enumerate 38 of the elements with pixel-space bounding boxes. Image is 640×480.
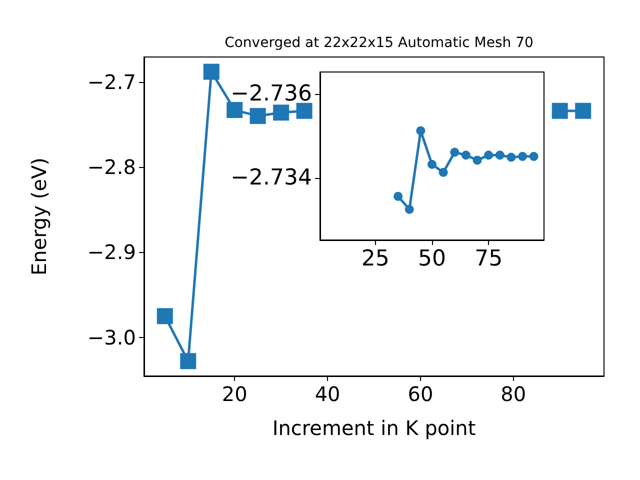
x-tick-label: 75: [474, 246, 503, 272]
x-tick-label: 40: [314, 382, 340, 406]
y-tick-label: −2.736: [230, 81, 312, 106]
point: [273, 104, 290, 121]
point: [156, 308, 173, 324]
y-tick-label: −3.0: [87, 325, 136, 350]
y-axis-title: Energy (eV): [27, 158, 51, 276]
x-axis-title: Increment in K point: [272, 416, 476, 440]
point: [552, 102, 568, 119]
y-tick-label: −2.7: [87, 70, 136, 94]
point: [529, 152, 538, 161]
y-tick-label: −2.8: [87, 155, 136, 180]
point: [472, 156, 482, 165]
x-tick-label: 80: [500, 382, 526, 406]
point: [250, 108, 266, 124]
point: [296, 102, 312, 119]
point: [226, 102, 243, 118]
point: [450, 148, 460, 157]
point: [394, 192, 403, 201]
point: [461, 150, 470, 160]
point: [428, 160, 436, 169]
point: [203, 64, 220, 80]
point: [506, 152, 516, 162]
point: [495, 150, 504, 160]
x-tick-label: 20: [222, 382, 248, 406]
point: [180, 353, 196, 370]
point: [404, 204, 414, 214]
y-tick-label: −2.734: [230, 165, 312, 190]
point: [484, 150, 494, 160]
chart-title: Converged at 22x22x15 Automatic Mesh 70: [224, 35, 534, 51]
y-tick-label: −2.9: [87, 240, 136, 264]
point: [575, 102, 592, 119]
x-tick-label: 50: [418, 246, 446, 272]
point: [416, 126, 426, 136]
point: [518, 152, 528, 161]
point: [438, 168, 448, 177]
x-tick-label: 60: [408, 382, 434, 406]
x-tick-label: 25: [361, 246, 390, 272]
